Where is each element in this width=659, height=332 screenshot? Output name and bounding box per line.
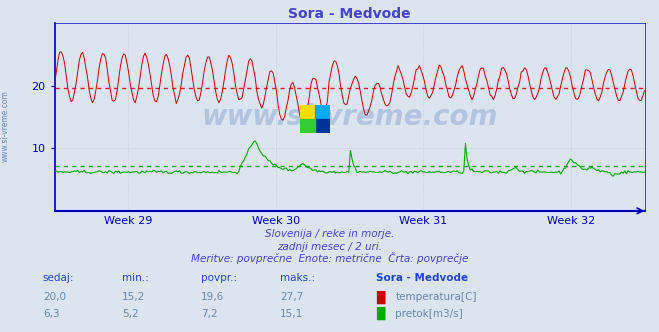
Bar [300, 105, 315, 119]
Text: Slovenija / reke in morje.: Slovenija / reke in morje. [265, 229, 394, 239]
Text: maks.:: maks.: [280, 273, 315, 283]
Text: www.si-vreme.com: www.si-vreme.com [1, 90, 10, 162]
Text: ▉: ▉ [376, 307, 386, 320]
Text: povpr.:: povpr.: [201, 273, 237, 283]
Text: 27,7: 27,7 [280, 292, 303, 302]
Title: Sora - Medvode: Sora - Medvode [288, 7, 411, 21]
Text: 20,0: 20,0 [43, 292, 66, 302]
Text: 15,1: 15,1 [280, 309, 303, 319]
Text: Sora - Medvode: Sora - Medvode [376, 273, 468, 283]
Text: zadnji mesec / 2 uri.: zadnji mesec / 2 uri. [277, 242, 382, 252]
Bar [315, 105, 330, 119]
Text: www.si-vreme.com: www.si-vreme.com [202, 103, 498, 131]
Text: Meritve: povprečne  Enote: metrične  Črta: povprečje: Meritve: povprečne Enote: metrične Črta:… [191, 252, 468, 264]
Bar [315, 119, 330, 133]
Text: 6,3: 6,3 [43, 309, 59, 319]
Text: temperatura[C]: temperatura[C] [395, 292, 477, 302]
Text: 7,2: 7,2 [201, 309, 217, 319]
Text: 5,2: 5,2 [122, 309, 138, 319]
Bar [300, 119, 315, 133]
Text: 19,6: 19,6 [201, 292, 224, 302]
Text: min.:: min.: [122, 273, 149, 283]
Text: sedaj:: sedaj: [43, 273, 74, 283]
Text: pretok[m3/s]: pretok[m3/s] [395, 309, 463, 319]
Text: ▉: ▉ [376, 290, 386, 304]
Text: 15,2: 15,2 [122, 292, 145, 302]
